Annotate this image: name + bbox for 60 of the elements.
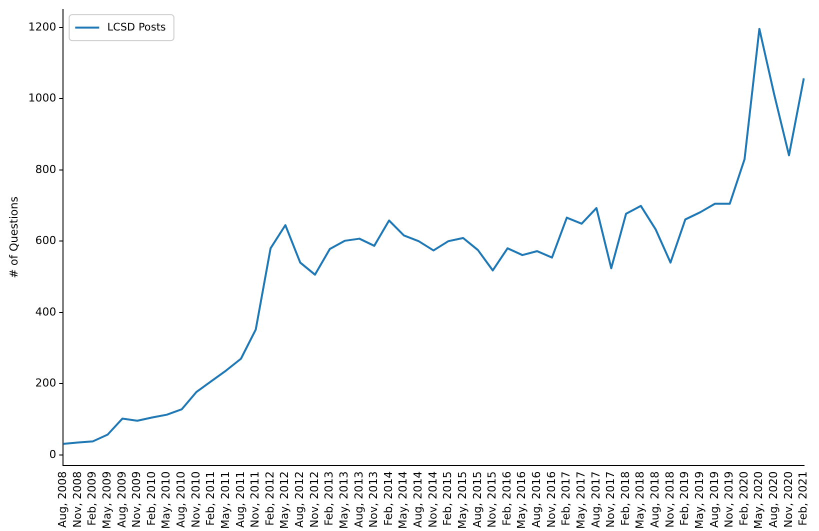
x-tick-label: May, 2010 [160, 471, 173, 530]
x-tick-label: Nov, 2017 [604, 471, 618, 528]
y-tick-label: 1000 [28, 92, 56, 105]
x-tick-label: Feb, 2015 [441, 471, 454, 526]
x-tick-label: Aug, 2018 [648, 471, 662, 528]
x-tick-label: Nov, 2009 [130, 471, 144, 528]
x-tick-label: Feb, 2009 [86, 471, 99, 526]
legend-label: LCSD Posts [107, 21, 166, 34]
x-tick-label: Aug, 2014 [412, 471, 425, 528]
x-tick-label: Aug, 2012 [293, 471, 306, 528]
x-tick-label: May, 2019 [692, 471, 706, 530]
x-tick-label: May, 2011 [218, 471, 232, 530]
x-tick-label: Aug, 2015 [470, 471, 484, 528]
x-tick-label: Aug, 2020 [767, 471, 780, 528]
x-tick-label: Feb, 2013 [322, 471, 336, 526]
x-tick-label: Feb, 2018 [618, 471, 632, 526]
x-tick-label: Feb, 2014 [382, 471, 395, 526]
x-tick-label: May, 2012 [278, 471, 292, 530]
x-tick-label: Feb, 2021 [796, 471, 810, 526]
x-tick-label: Feb, 2019 [678, 471, 692, 526]
y-tick-label: 400 [35, 305, 56, 318]
x-tick-label: Aug, 2013 [352, 471, 366, 528]
y-tick-label: 800 [35, 162, 56, 176]
x-tick-label: Aug, 2008 [56, 471, 70, 528]
x-tick-label: Nov, 2012 [308, 471, 321, 528]
x-tick-label: Feb, 2017 [560, 471, 573, 526]
x-tick-label: May, 2018 [634, 471, 647, 530]
y-tick-label: 1200 [28, 20, 56, 34]
x-tick-label: Aug, 2017 [589, 471, 602, 528]
x-tick-label: Nov, 2018 [663, 471, 676, 528]
x-tick-label: Aug, 2009 [115, 471, 128, 528]
x-tick-label: May, 2014 [396, 471, 410, 530]
y-tick-label: 600 [35, 234, 56, 248]
x-tick-label: Feb, 2012 [263, 471, 276, 526]
x-tick-label: May, 2016 [515, 471, 528, 530]
x-tick-label: Aug, 2016 [530, 471, 544, 528]
y-axis-title: # of Questions [7, 196, 20, 278]
x-tick-label: Aug, 2010 [174, 471, 188, 528]
x-tick-label: Nov, 2008 [70, 471, 84, 528]
x-tick-label: Feb, 2010 [144, 471, 158, 526]
x-tick-label: Nov, 2013 [367, 471, 380, 528]
y-tick-label: 0 [49, 448, 56, 461]
x-tick-label: May, 2020 [752, 471, 766, 530]
x-tick-label: Feb, 2020 [737, 471, 750, 526]
x-tick-label: May, 2013 [337, 471, 350, 530]
x-tick-label: May, 2017 [574, 471, 588, 530]
x-tick-label: Nov, 2011 [248, 471, 262, 528]
y-tick-label: 200 [35, 376, 56, 390]
x-tick-label: Nov, 2020 [782, 471, 795, 528]
x-tick-label: Nov, 2015 [486, 471, 499, 528]
x-tick-label: Nov, 2014 [426, 471, 440, 528]
x-tick-label: Nov, 2019 [722, 471, 736, 528]
x-tick-label: Nov, 2016 [544, 471, 558, 528]
x-tick-label: Nov, 2010 [189, 471, 202, 528]
x-tick-label: Feb, 2016 [500, 471, 514, 526]
x-tick-label: May, 2009 [100, 471, 114, 530]
x-tick-label: Aug, 2019 [708, 471, 721, 528]
x-tick-label: Feb, 2011 [204, 471, 218, 526]
x-tick-label: May, 2015 [456, 471, 469, 530]
x-tick-label: Aug, 2011 [234, 471, 247, 528]
